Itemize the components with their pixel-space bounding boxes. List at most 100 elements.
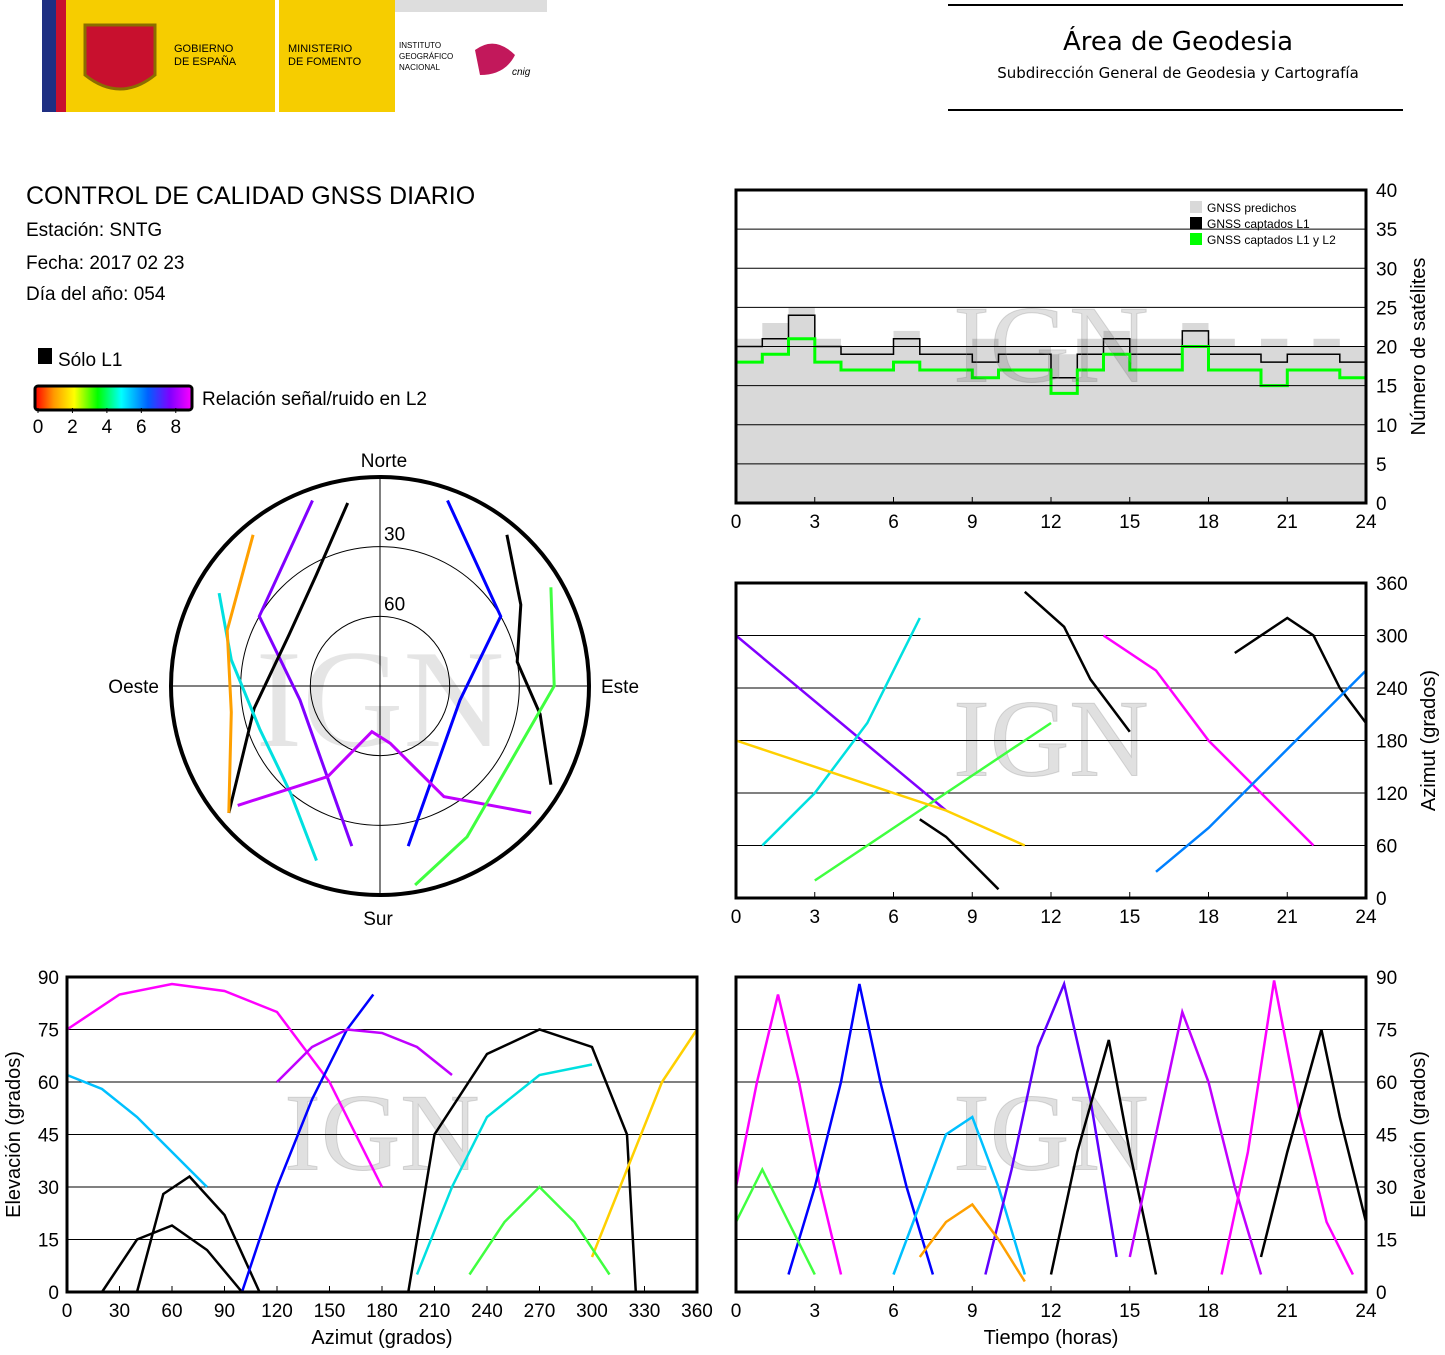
y-axis-label: Número de satélites bbox=[1408, 258, 1430, 436]
sky-track bbox=[406, 499, 503, 847]
x-tick-label: 9 bbox=[967, 907, 978, 928]
horizon bbox=[169, 475, 591, 897]
area-subtitle: Subdirección General de Geodesia y Carto… bbox=[997, 64, 1359, 82]
track bbox=[590, 1028, 699, 1258]
y-tick-label: 30 bbox=[1376, 259, 1397, 280]
x-tick-label: 3 bbox=[809, 512, 820, 533]
track bbox=[135, 1174, 261, 1293]
x-tick-label: 24 bbox=[1355, 1301, 1377, 1322]
track bbox=[1102, 634, 1315, 847]
x-tick-label: 21 bbox=[1277, 1301, 1298, 1322]
x-axis-label: Azimut (grados) bbox=[311, 1327, 452, 1349]
logo-ign bbox=[395, 0, 547, 112]
y-axis-label: Azimut (grados) bbox=[1418, 670, 1440, 811]
x-tick-label: 12 bbox=[1040, 907, 1061, 928]
sky-track bbox=[505, 534, 553, 785]
x-tick-label: 150 bbox=[314, 1301, 346, 1322]
x-tick-label: 0 bbox=[731, 512, 742, 533]
y-tick-label: 5 bbox=[1376, 455, 1387, 476]
x-tick-label: 300 bbox=[576, 1301, 608, 1322]
report-station: Estación: SNTG bbox=[26, 220, 162, 241]
y-tick-label: 45 bbox=[38, 1126, 59, 1147]
track bbox=[735, 634, 947, 812]
chart: IGN 0 60 120 180 240 300 360 0 3 6 9 12 15 18 21 24 Azimu… bbox=[731, 574, 1440, 928]
track bbox=[984, 979, 1118, 1275]
track bbox=[1234, 616, 1368, 724]
y-tick-label: 180 bbox=[1376, 732, 1408, 753]
y-tick-label: 15 bbox=[38, 1231, 59, 1252]
x-tick-label: 270 bbox=[524, 1301, 556, 1322]
track bbox=[734, 1166, 816, 1276]
y-tick-label: 120 bbox=[1376, 784, 1408, 805]
plot-frame bbox=[65, 975, 699, 1294]
track bbox=[918, 1202, 1026, 1283]
logo-text: DE ESPAÑA bbox=[174, 55, 237, 68]
x-tick-label: 30 bbox=[109, 1301, 130, 1322]
x-tick-label: 6 bbox=[888, 512, 899, 533]
x-tick-label: 18 bbox=[1198, 512, 1219, 533]
track bbox=[1023, 590, 1131, 733]
compass-label: Sur bbox=[363, 909, 393, 930]
header-area: Área de Geodesia Subdirección General de… bbox=[948, 4, 1403, 111]
y-axis-label: Elevación (grados) bbox=[1408, 1051, 1430, 1218]
y-tick-label: 0 bbox=[48, 1283, 59, 1304]
x-tick-label: 12 bbox=[1040, 1301, 1061, 1322]
x-tick-label: 330 bbox=[629, 1301, 661, 1322]
sky-track bbox=[225, 534, 255, 813]
ring-label: 60 bbox=[384, 594, 405, 615]
track bbox=[1220, 980, 1355, 1276]
y-tick-label: 45 bbox=[1376, 1126, 1397, 1147]
y-tick-label: 75 bbox=[38, 1021, 59, 1042]
colorbar-tick-label: 0 bbox=[33, 417, 44, 438]
logo-text: INSTITUTO bbox=[399, 41, 441, 50]
track bbox=[66, 982, 384, 1188]
sky-track bbox=[257, 499, 354, 847]
y-tick-label: 15 bbox=[1376, 1231, 1397, 1252]
count-line bbox=[736, 337, 1366, 395]
y-tick-label: 0 bbox=[1376, 889, 1387, 910]
x-tick-label: 21 bbox=[1277, 512, 1298, 533]
x-tick-label: 240 bbox=[471, 1301, 503, 1322]
track bbox=[407, 1028, 638, 1293]
x-tick-label: 12 bbox=[1040, 512, 1061, 533]
watermark: IGN bbox=[953, 284, 1149, 406]
legend-label: GNSS captados L1 bbox=[1207, 217, 1310, 231]
track bbox=[240, 993, 375, 1293]
track bbox=[734, 994, 843, 1275]
track bbox=[276, 1028, 453, 1083]
y-tick-label: 60 bbox=[1376, 1073, 1397, 1094]
track bbox=[919, 818, 1000, 891]
y-tick-label: 90 bbox=[1376, 968, 1397, 989]
y-tick-label: 60 bbox=[38, 1073, 59, 1094]
x-tick-label: 0 bbox=[731, 907, 742, 928]
x-tick-label: 15 bbox=[1119, 907, 1140, 928]
y-tick-label: 30 bbox=[1376, 1178, 1397, 1199]
compass-label: Oeste bbox=[108, 677, 159, 698]
logo-ign-bar bbox=[395, 0, 547, 12]
area-title: Área de Geodesia bbox=[1063, 25, 1293, 57]
logo-divider bbox=[275, 0, 279, 112]
x-tick-label: 3 bbox=[809, 1301, 820, 1322]
l1-label: Sólo L1 bbox=[58, 350, 122, 371]
header-logos: GOBIERNO DE ESPAÑA MINISTERIO DE FOMENTO… bbox=[42, 0, 547, 112]
logo-cnig bbox=[475, 43, 515, 75]
elevation-ring bbox=[309, 615, 451, 757]
x-tick-label: 24 bbox=[1355, 512, 1377, 533]
colorbar-tick-label: 2 bbox=[67, 417, 78, 438]
track bbox=[814, 721, 1052, 882]
colorbar-tick-label: 6 bbox=[136, 417, 147, 438]
y-tick-label: 300 bbox=[1376, 627, 1408, 648]
x-tick-label: 0 bbox=[731, 1301, 742, 1322]
chart: GNSS predichos GNSS captados L1 GNSS capta… bbox=[731, 181, 1430, 533]
x-tick-label: 6 bbox=[888, 1301, 899, 1322]
snr-label: Relación señal/ruido en L2 bbox=[202, 389, 427, 410]
colorbar-tick-label: 4 bbox=[102, 417, 113, 438]
x-tick-label: 9 bbox=[967, 512, 978, 533]
x-tick-label: 18 bbox=[1198, 907, 1219, 928]
track bbox=[761, 617, 921, 847]
y-tick-label: 20 bbox=[1376, 338, 1397, 359]
y-tick-label: 0 bbox=[1376, 494, 1387, 515]
x-tick-label: 120 bbox=[261, 1301, 293, 1322]
x-tick-label: 6 bbox=[888, 907, 899, 928]
